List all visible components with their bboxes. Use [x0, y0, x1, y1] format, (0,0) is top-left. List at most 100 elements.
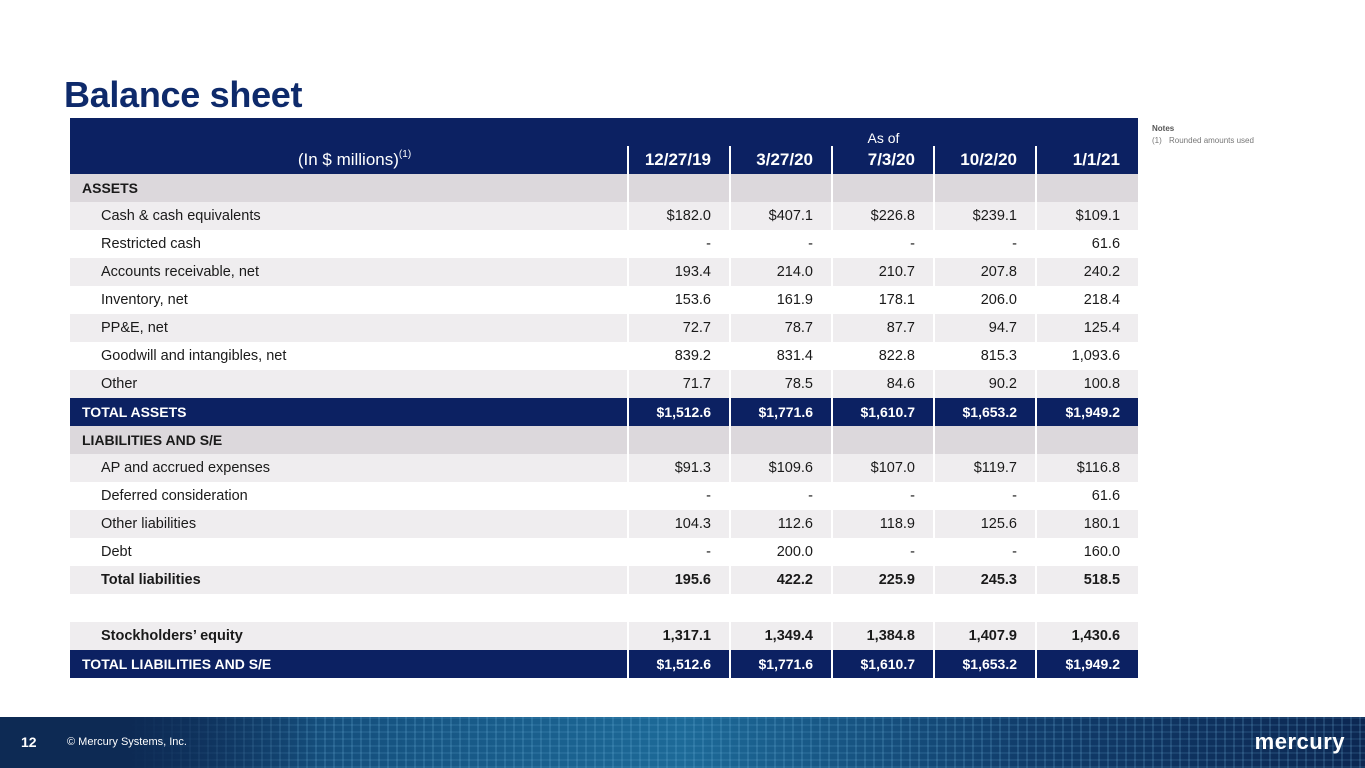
value-cell: - — [831, 230, 934, 258]
value-cell: 815.3 — [933, 342, 1036, 370]
section-empty-cell — [1034, 174, 1139, 202]
value-cell: $1,949.2 — [1034, 650, 1139, 678]
page-number: 12 — [21, 734, 37, 750]
spacer-cell — [1036, 594, 1139, 622]
table-row: Goodwill and intangibles, net 839.2 831.4 8… — [70, 342, 1139, 370]
section-empty-cell — [729, 174, 832, 202]
value-cell: 161.9 — [729, 286, 832, 314]
total-row: TOTAL LIABILITIES AND S/E $1,512.6 $1,771.… — [70, 650, 1139, 678]
value-cell: 422.2 — [729, 566, 832, 594]
page-title: Balance sheet — [64, 74, 303, 115]
value-cell: $91.3 — [627, 454, 730, 482]
value-cell: $1,771.6 — [729, 398, 832, 426]
table-row: Total liabilities 195.6 422.2 225.9 245.3 518… — [70, 566, 1139, 594]
section-empty-cell — [831, 426, 934, 454]
value-cell: - — [933, 538, 1036, 566]
section-header-row: ASSETS — [70, 174, 1139, 202]
row-label: Cash & cash equivalents — [70, 202, 628, 230]
value-cell: 125.6 — [933, 510, 1036, 538]
value-cell: $1,610.7 — [831, 650, 934, 678]
value-cell: 61.6 — [1034, 482, 1139, 510]
value-cell: 240.2 — [1034, 258, 1139, 286]
spacer-cell — [730, 594, 832, 622]
table-row: Debt -200.0- -160.0 — [70, 538, 1139, 566]
value-cell: 200.0 — [729, 538, 832, 566]
value-cell: $1,771.6 — [729, 650, 832, 678]
units-label: (In $ millions)(1) — [70, 118, 628, 174]
column-header: 3/27/20 — [729, 146, 832, 174]
column-header: 7/3/20 — [831, 146, 934, 174]
table-row: Stockholders’ equity 1,317.1 1,349.4 1,384.… — [70, 622, 1139, 650]
spacer-cell — [832, 594, 934, 622]
company-logo: mercury — [1254, 729, 1345, 754]
spacer-cell — [934, 594, 1036, 622]
note-item: (1) Rounded amounts used — [1152, 135, 1254, 147]
section-empty-cell — [1034, 426, 1139, 454]
value-cell: 245.3 — [933, 566, 1036, 594]
value-cell: 1,430.6 — [1034, 622, 1139, 650]
value-cell: 90.2 — [933, 370, 1036, 398]
footer-fade — [0, 717, 320, 768]
note-text: Rounded amounts used — [1169, 136, 1254, 145]
value-cell: 78.5 — [729, 370, 832, 398]
value-cell: 518.5 — [1034, 566, 1139, 594]
value-cell: 160.0 — [1034, 538, 1139, 566]
row-label: PP&E, net — [70, 314, 628, 342]
value-cell: 210.7 — [831, 258, 934, 286]
value-cell: 1,093.6 — [1034, 342, 1139, 370]
value-cell: 78.7 — [729, 314, 832, 342]
value-cell: 822.8 — [831, 342, 934, 370]
value-cell: 178.1 — [831, 286, 934, 314]
value-cell: 100.8 — [1034, 370, 1139, 398]
value-cell: 207.8 — [933, 258, 1036, 286]
as-of-label: As of — [626, 118, 1139, 146]
value-cell: 1,384.8 — [831, 622, 934, 650]
table-row: Restricted cash - - - -61.6 — [70, 230, 1139, 258]
value-cell: 206.0 — [933, 286, 1036, 314]
value-cell: $119.7 — [933, 454, 1036, 482]
value-cell: 195.6 — [627, 566, 730, 594]
value-cell: 71.7 — [627, 370, 730, 398]
value-cell: $239.1 — [933, 202, 1036, 230]
total-label: TOTAL ASSETS — [70, 398, 628, 426]
table-row: Other 71.7 78.5 84.6 90.2 100.8 — [70, 370, 1139, 398]
value-cell: $1,512.6 — [627, 398, 730, 426]
section-label: ASSETS — [70, 174, 628, 202]
row-label: Accounts receivable, net — [70, 258, 628, 286]
units-label-text: (In $ millions) — [297, 150, 399, 169]
value-cell: - — [729, 482, 832, 510]
table-row: PP&E, net 72.7 78.7 87.7 94.7 125.4 — [70, 314, 1139, 342]
value-cell: - — [933, 230, 1036, 258]
value-cell: $226.8 — [831, 202, 934, 230]
table-row: Cash & cash equivalents $182.0 $407.1 $226.… — [70, 202, 1139, 230]
value-cell: 193.4 — [627, 258, 730, 286]
spacer-cell — [70, 594, 628, 622]
header-row-top: (In $ millions)(1) As of — [70, 118, 1139, 174]
section-label: LIABILITIES AND S/E — [70, 426, 628, 454]
row-label: Total liabilities — [70, 566, 628, 594]
note-number: (1) — [1152, 136, 1162, 145]
value-cell: 125.4 — [1034, 314, 1139, 342]
total-label: TOTAL LIABILITIES AND S/E — [70, 650, 628, 678]
column-header: 10/2/20 — [933, 146, 1036, 174]
value-cell: 153.6 — [627, 286, 730, 314]
value-cell: 118.9 — [831, 510, 934, 538]
balance-sheet-table: (In $ millions)(1) As of 12/27/19 3/27/2… — [70, 118, 1139, 678]
value-cell: 61.6 — [1034, 230, 1139, 258]
row-label: Inventory, net — [101, 292, 188, 308]
row-label: Deferred consideration — [101, 488, 248, 504]
value-cell: 84.6 — [831, 370, 934, 398]
units-footnote-ref: (1) — [398, 149, 412, 160]
value-cell: - — [627, 538, 730, 566]
value-cell: $1,512.6 — [627, 650, 730, 678]
table-row: Inventory, net 153.6 161.9 178.1 206.0 218.4 — [70, 286, 1139, 314]
value-cell: 225.9 — [831, 566, 934, 594]
table-row: AP and accrued expenses $91.3 $109.6 $107.0… — [70, 454, 1139, 482]
value-cell: $1,610.7 — [831, 398, 934, 426]
header-row-dates: 12/27/19 3/27/20 7/3/20 10/2/20 1/1/21 — [70, 146, 1139, 174]
column-header: 1/1/21 — [1034, 146, 1139, 174]
row-label: Debt — [101, 544, 132, 560]
value-cell: 94.7 — [933, 314, 1036, 342]
value-cell: 214.0 — [729, 258, 832, 286]
spacer-row — [70, 594, 1139, 622]
